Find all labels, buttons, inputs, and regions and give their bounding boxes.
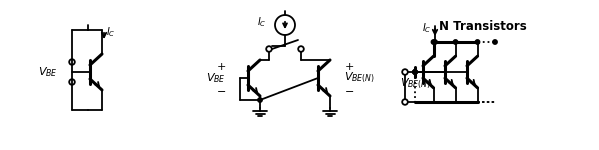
Circle shape — [266, 46, 272, 52]
Circle shape — [431, 40, 435, 44]
Circle shape — [258, 98, 262, 102]
Text: $V_{BE}$: $V_{BE}$ — [206, 71, 226, 85]
Text: $+$: $+$ — [344, 60, 354, 72]
Circle shape — [413, 70, 417, 74]
Circle shape — [413, 70, 417, 74]
Circle shape — [453, 40, 458, 44]
Circle shape — [413, 70, 417, 74]
Text: $-$: $-$ — [344, 85, 354, 95]
Circle shape — [433, 40, 437, 44]
Text: N Transistors: N Transistors — [439, 21, 527, 33]
Text: $V_{BE(N)}$: $V_{BE(N)}$ — [400, 77, 431, 91]
Text: $+$: $+$ — [216, 60, 226, 72]
Text: $V_{BE(N)}$: $V_{BE(N)}$ — [344, 71, 375, 85]
Circle shape — [493, 40, 497, 44]
Circle shape — [298, 46, 304, 52]
Text: $I_C$: $I_C$ — [258, 15, 267, 29]
Text: $I_C$: $I_C$ — [422, 21, 432, 35]
Text: $I_C$: $I_C$ — [106, 25, 116, 39]
Text: $-$: $-$ — [216, 85, 226, 95]
Circle shape — [475, 40, 480, 44]
Text: $V_{BE}$: $V_{BE}$ — [38, 65, 58, 79]
